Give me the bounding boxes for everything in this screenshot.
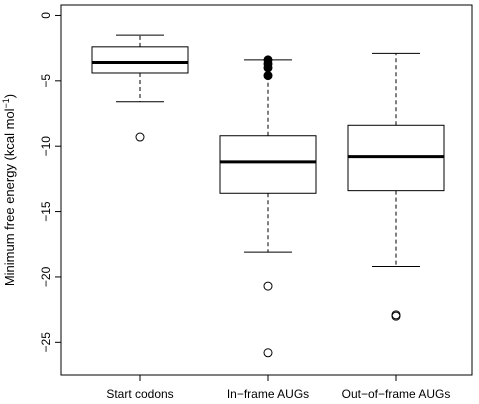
- y-tick-label: −10: [39, 136, 53, 157]
- plot-frame: [60, 4, 473, 376]
- y-tick-label: −20: [39, 266, 53, 287]
- outlier-point-filled: [263, 63, 273, 73]
- y-tick-label: −15: [39, 201, 53, 222]
- outlier-point: [263, 348, 273, 358]
- y-axis-title-main: Minimum free energy (kcal mol: [2, 108, 17, 286]
- outlier-point: [391, 311, 401, 321]
- x-axis: Start codons In−frame AUGs Out−of−frame AU…: [106, 375, 450, 401]
- box: [91, 46, 189, 74]
- y-axis: 0 −5 −10 −15 −20 −25: [39, 12, 61, 353]
- box-group: [219, 55, 317, 358]
- outlier-point-filled: [263, 71, 273, 81]
- y-tick-label: 0: [39, 12, 53, 19]
- x-tick-label: In−frame AUGs: [227, 387, 309, 401]
- y-tick-label: −25: [39, 332, 53, 353]
- outlier-point: [135, 132, 145, 142]
- outlier-point: [263, 281, 273, 291]
- y-axis-title-suffix: ): [2, 94, 17, 98]
- y-axis-title: Minimum free energy (kcal mol−1): [1, 94, 17, 286]
- box-group: [347, 52, 445, 321]
- x-tick-label: Start codons: [106, 387, 173, 401]
- boxes: [91, 34, 445, 358]
- box-group: [91, 34, 189, 142]
- box: [219, 135, 317, 194]
- y-tick-label: −5: [39, 74, 53, 88]
- x-tick-label: Out−of−frame AUGs: [342, 387, 451, 401]
- y-axis-title-superscript: −1: [1, 98, 11, 108]
